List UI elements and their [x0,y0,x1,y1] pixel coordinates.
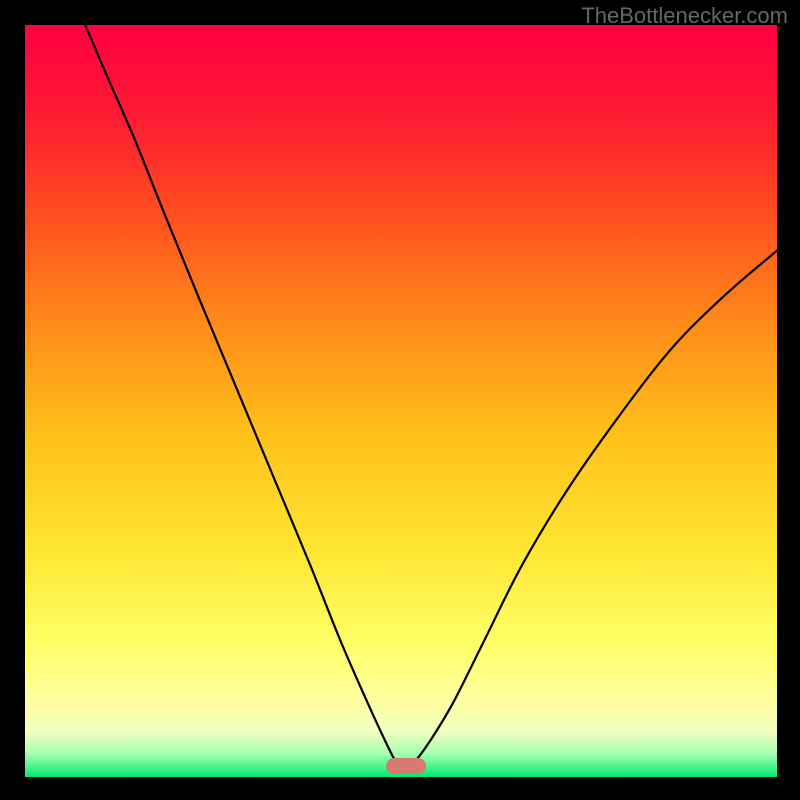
frame-right [777,0,800,800]
optimal-marker [386,758,426,774]
plot-area [25,25,777,777]
curve-path [85,25,777,769]
frame-left [0,0,25,800]
chart-root: TheBottlenecker.com [0,0,800,800]
watermark-text: TheBottlenecker.com [581,3,788,29]
frame-bottom [0,777,800,800]
bottleneck-curve [25,25,777,777]
